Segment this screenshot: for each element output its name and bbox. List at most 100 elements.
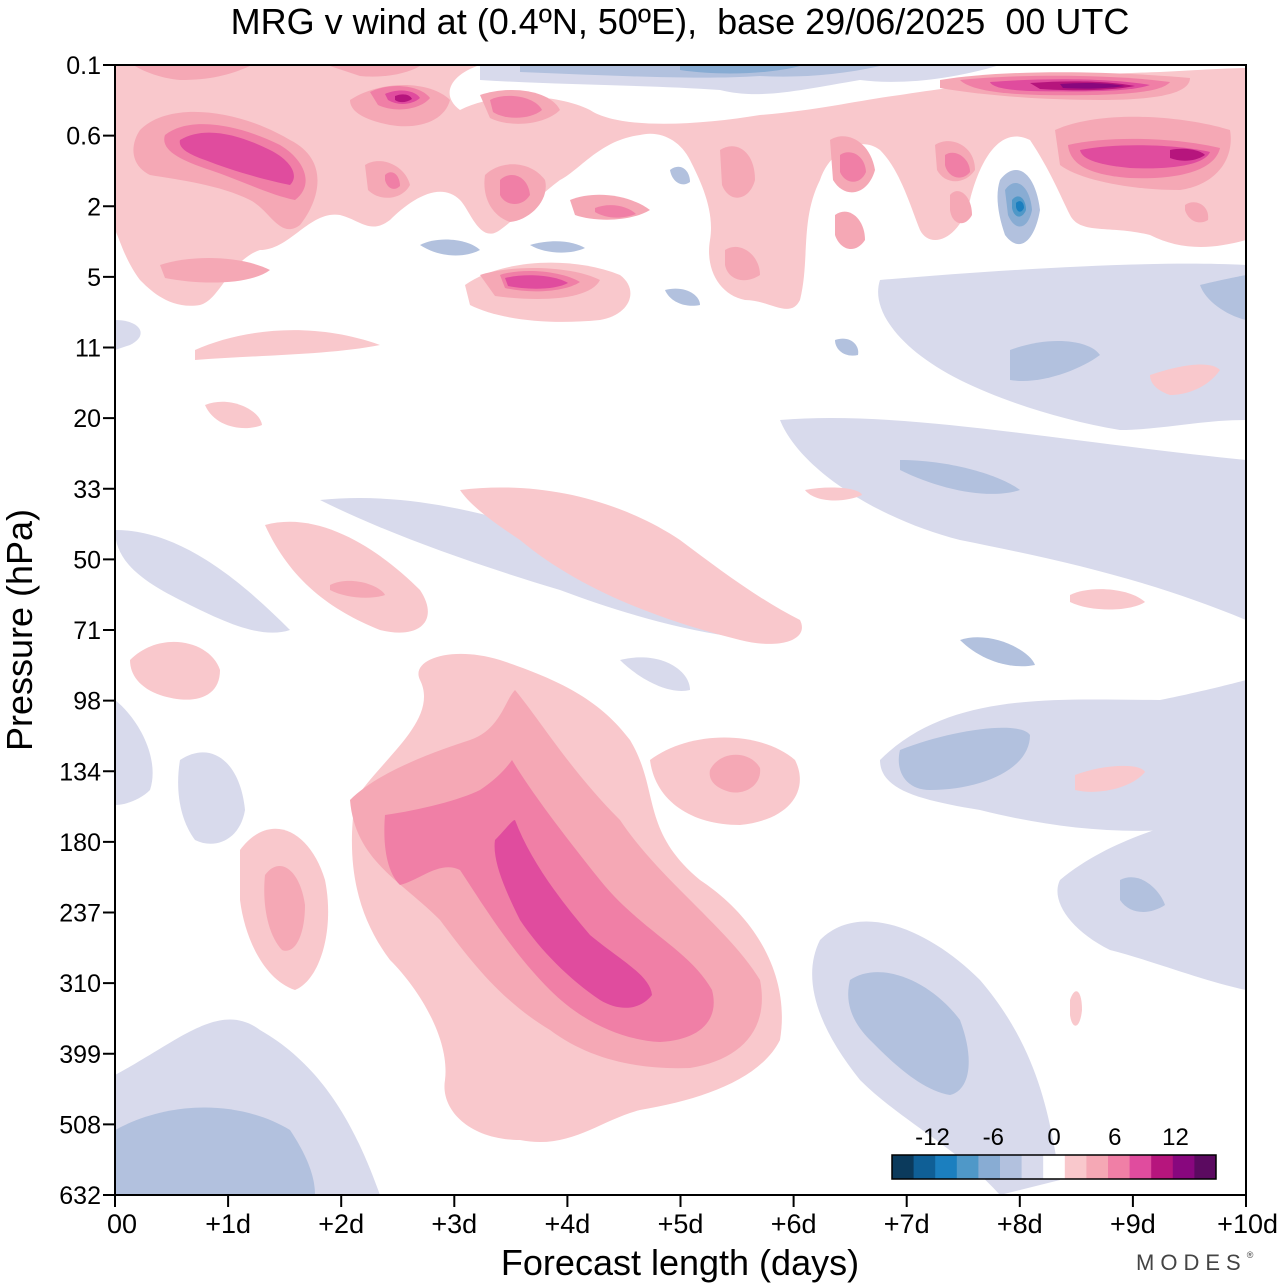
contour-pos-region [460,487,802,644]
contour-pos-region [1185,202,1209,223]
x-tick-label: +7d [884,1209,930,1239]
contour-neg-region [530,241,585,253]
colorbar-swatch [1129,1155,1152,1179]
colorbar-swatch [956,1155,979,1179]
contour-neg-region [780,418,1246,620]
y-tick-label: 508 [59,1111,101,1139]
x-axis: 00 +1d +2d +3d +4d +5d +6d +7d +8d +9d +10d [107,1195,1278,1239]
chart-title: MRG v wind at (0.4ºN, 50ºE), base 29/06/… [230,1,1130,42]
colorbar-swatch [1021,1155,1044,1179]
contour-pos-region [1170,148,1205,161]
y-tick-label: 237 [59,900,101,928]
contour-pos-region [595,205,636,218]
contour-pos-region [205,401,262,429]
x-tick-label: +10d [1217,1209,1278,1239]
y-tick-label: 399 [59,1041,101,1069]
y-axis: 0.1 0.6 2 5 11 20 33 50 71 98 134 180 237 310 399 508 63… [59,52,115,1210]
contour-neg-region [115,530,290,633]
x-axis-label: Forecast length (days) [501,1242,859,1283]
contour-pos-region [160,258,270,283]
contour-neg-region [960,637,1035,667]
contour-neg-region [115,700,153,805]
colorbar-swatch [1064,1155,1087,1179]
contour-neg-region [1016,201,1024,212]
contour-pos-region [265,521,428,633]
brand-text: MODES [1136,1250,1247,1275]
contour-neg-region [898,727,1030,790]
colorbar-tick-label: 6 [1108,1124,1121,1151]
x-tick-label: +2d [318,1209,364,1239]
y-tick-label: 632 [59,1182,101,1210]
x-tick-label: +4d [544,1209,590,1239]
y-tick-label: 98 [73,688,101,716]
y-tick-label: 5 [87,264,101,292]
contour-pos-region [709,754,761,793]
contour-neg-region [900,460,1020,494]
colorbar-swatch [1086,1155,1109,1179]
contour-pos-region [945,152,970,178]
contour-pos-region [135,66,250,80]
y-tick-label: 71 [73,617,101,645]
contour-pos-region [505,275,568,289]
colorbar-swatch [913,1155,936,1179]
y-tick-label: 20 [73,405,101,433]
contour-neg-region [848,972,969,1095]
contour-pos-region [494,820,652,1008]
contour-pos-region [115,65,1246,309]
contour-pos-region [330,580,385,598]
contour-neg-region [1120,877,1165,912]
contour-neg-region [178,752,245,844]
contour-neg-region [665,288,700,306]
contour-pos-region [835,211,865,250]
contour-pos-region [1075,765,1145,792]
contour-neg-region [1200,275,1246,320]
colorbar-swatch [892,1155,915,1179]
contour-neg-region [420,239,480,256]
y-tick-label: 11 [75,335,101,363]
colorbar-swatch [1000,1155,1023,1179]
contour-pos-region [1060,82,1125,89]
colorbar-swatch [1151,1155,1174,1179]
y-axis-label: Pressure (hPa) [0,509,40,751]
contour-pos-region [840,152,866,182]
colorbar-tick-label: -6 [983,1124,1004,1151]
contour-pos-region [1070,991,1082,1026]
x-tick-label: +9d [1110,1209,1156,1239]
x-tick-label: +8d [997,1209,1043,1239]
y-tick-label: 0.6 [66,123,101,151]
contour-neg-region [620,657,690,691]
x-tick-label: 00 [107,1209,137,1239]
y-tick-label: 134 [59,758,101,786]
contour-pos-region [1150,364,1220,395]
colorbar-swatch [1108,1155,1131,1179]
contour-pos-region [179,132,294,185]
contour-pos-region [195,330,380,360]
modes-logo: MODES® [1136,1250,1253,1276]
x-tick-label: +3d [431,1209,477,1239]
y-tick-label: 33 [73,476,101,504]
contour-pos-region [490,95,542,118]
colorbar-legend: -12 -6 0 6 12 [891,1124,1217,1180]
contour-pos-region [130,641,220,700]
contour-neg-region [115,320,141,350]
colorbar-tick-label: 0 [1047,1124,1060,1151]
colorbar-tick-label: 12 [1162,1124,1189,1151]
contour-pos-region [805,487,862,501]
y-tick-label: 0.1 [66,52,101,80]
x-tick-label: +6d [771,1209,817,1239]
x-tick-label: +1d [205,1209,251,1239]
contour-neg-region [115,1107,315,1195]
y-tick-label: 180 [59,829,101,857]
colorbar-swatch [1172,1155,1195,1179]
contour-pos-region [725,246,760,281]
colorbar-swatch [978,1155,1001,1179]
contour-pos-region [395,94,412,103]
registered-mark: ® [1246,1250,1254,1260]
contour-pos-region [500,175,530,205]
contour-pos-region [950,191,972,224]
contour-pos-region [330,66,420,77]
contour-pos-region [264,866,305,951]
x-tick-label: +5d [658,1209,704,1239]
colorbar-frame [891,1154,1217,1180]
